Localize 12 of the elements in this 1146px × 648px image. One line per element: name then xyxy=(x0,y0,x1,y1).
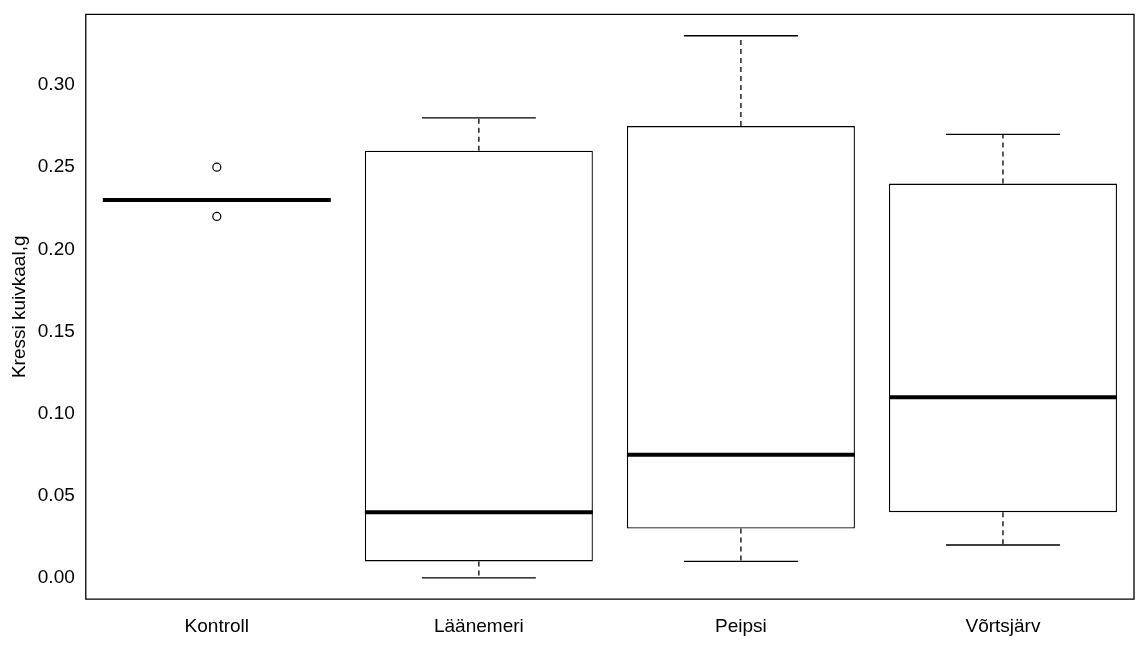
x-tick-label: Läänemeri xyxy=(433,614,524,636)
y-tick-label: 0.20 xyxy=(37,237,75,259)
x-tick-label: Kontroll xyxy=(184,614,250,636)
y-tick-label: 0.00 xyxy=(37,566,75,588)
y-tick-label: 0.15 xyxy=(37,319,75,341)
y-tick-label: 0.10 xyxy=(37,401,75,423)
y-tick-label: 0.05 xyxy=(37,483,75,505)
y-tick-label: 0.25 xyxy=(37,155,75,177)
x-tick-label: Võrtsjärv xyxy=(965,614,1041,636)
y-tick-label: 0.30 xyxy=(37,73,75,95)
x-tick-label: Peipsi xyxy=(715,614,767,636)
y-axis-title: Kressi kuivkaal,g xyxy=(7,235,29,379)
